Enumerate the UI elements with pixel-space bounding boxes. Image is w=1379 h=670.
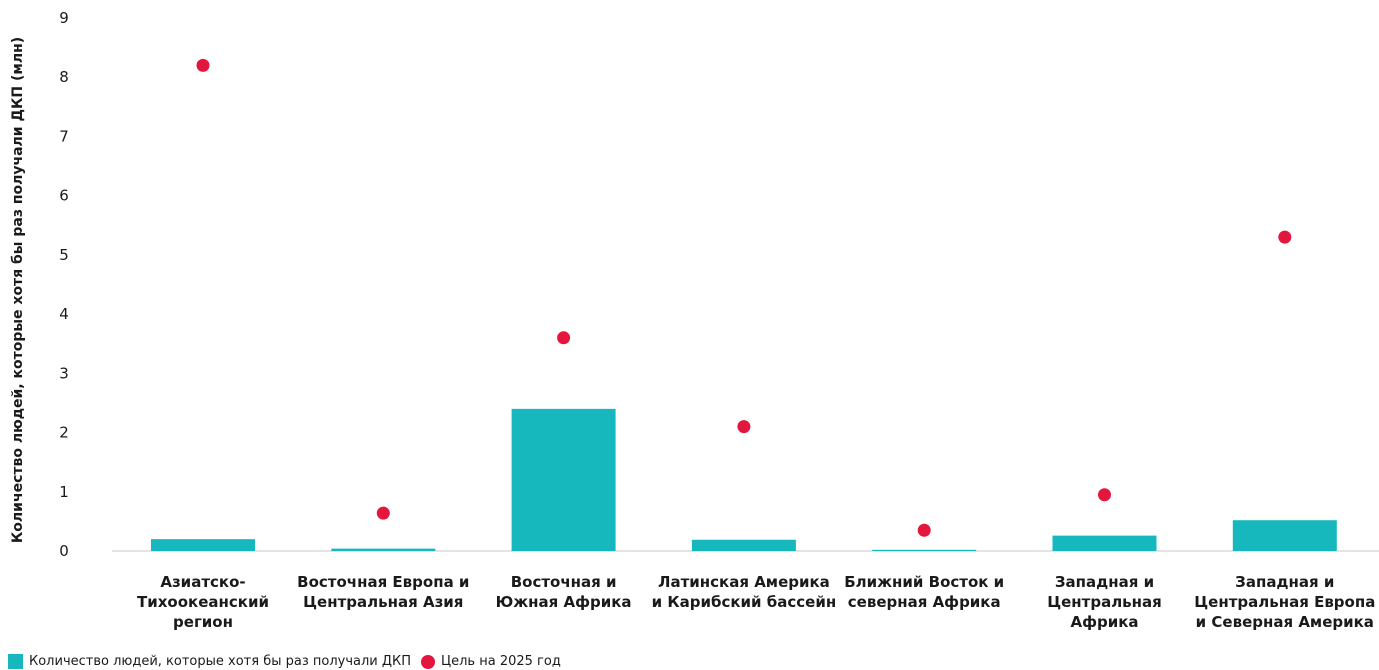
bar [151,539,255,551]
y-tick-label: 7 [59,127,69,145]
target-point [1098,488,1111,502]
legend-swatch-dot-icon [421,654,436,669]
y-tick-label: 9 [59,9,69,27]
bar [1232,520,1337,551]
targets-group [196,58,1292,537]
y-axis-ticks: 0 1 2 3 4 5 6 7 8 9 [59,9,69,560]
target-point [557,331,571,345]
bars-group [151,408,1337,551]
target-point [376,506,390,520]
bar [691,539,796,551]
x-category-label: Латинская Америка и Карибский бассейн [652,573,837,611]
target-point [1278,230,1292,244]
legend-swatch-bar-icon [8,654,23,669]
x-category-label: Азиатско-Тихоокеанский регион [137,573,269,631]
y-tick-label: 1 [59,483,69,501]
y-tick-label: 6 [59,187,69,205]
x-category-label: Восточная Европа и Центральная Азия [297,573,469,611]
y-tick-label: 8 [59,68,69,86]
y-tick-label: 5 [59,246,69,264]
y-tick-label: 4 [59,305,69,323]
target-point [917,523,931,537]
bar [872,549,977,551]
legend-label-bar: Количество людей, которые хотя бы раз по… [29,654,412,669]
bar [511,408,616,551]
x-axis-labels: Азиатско-Тихоокеанский регион Восточная Ев… [137,573,1375,631]
y-tick-label: 3 [59,364,69,382]
target-point [196,58,210,72]
legend-label-target: Цель на 2025 год [441,654,561,669]
bar [1052,535,1157,551]
target-point [737,420,751,434]
y-tick-label: 2 [59,424,69,442]
x-category-label: Восточная и Южная Африка [496,573,632,611]
legend: Количество людей, которые хотя бы раз по… [8,654,571,669]
x-category-label: Западная и Центральная Африка [1047,573,1162,631]
bar [331,548,436,551]
y-axis-label: Количество людей, которые хотя бы раз по… [10,37,26,543]
legend-item-bar: Количество людей, которые хотя бы раз по… [8,654,411,669]
x-category-label: Западная и Центральная Европа и Северная А… [1194,573,1375,631]
x-category-label: Ближний Восток и северная Африка [844,573,1004,611]
legend-item-target: Цель на 2025 год [421,654,561,669]
y-tick-label: 0 [59,542,69,560]
